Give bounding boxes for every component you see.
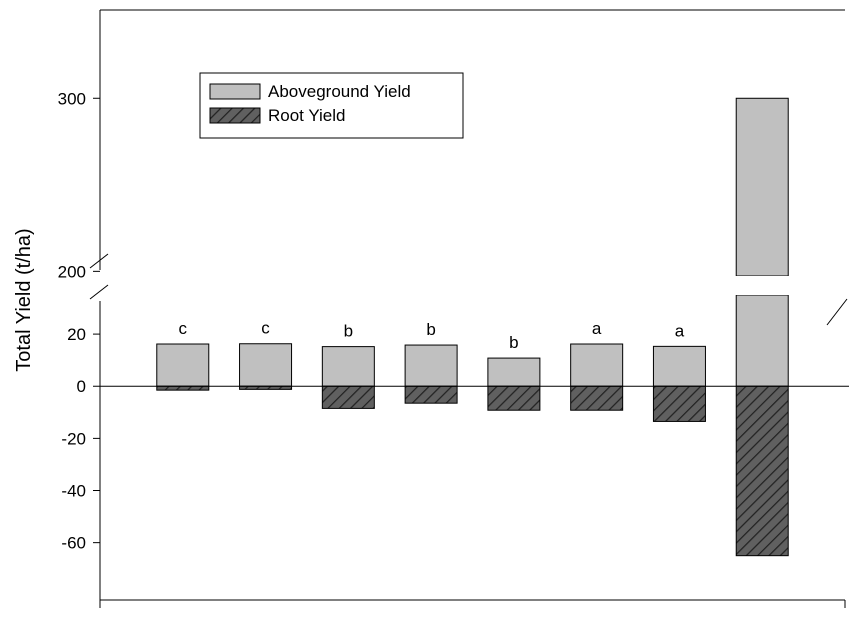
bar	[487, 385, 541, 411]
bar	[239, 343, 293, 387]
bar	[570, 343, 624, 387]
axis-break	[89, 253, 109, 269]
break-gap	[734, 276, 791, 295]
bar	[404, 385, 458, 404]
y-tick-label: 200	[58, 262, 86, 281]
annotation: a	[592, 319, 602, 338]
annotation: c	[179, 319, 188, 338]
annotation: c	[261, 319, 270, 338]
bar	[735, 385, 789, 557]
annotation: b	[426, 320, 435, 339]
bar	[404, 344, 458, 387]
bar	[652, 345, 706, 387]
bar	[652, 385, 706, 422]
y-tick-label: -60	[61, 534, 86, 553]
annotation: a	[675, 321, 685, 340]
bar	[321, 346, 375, 387]
axis-break	[826, 298, 848, 326]
annotation: b	[509, 333, 518, 352]
bar	[321, 385, 375, 409]
annotation: b	[344, 322, 353, 341]
legend-label: Aboveground Yield	[268, 82, 411, 101]
legend-swatch	[209, 83, 261, 100]
axis-break	[89, 284, 109, 300]
y-tick-label: -20	[61, 429, 86, 448]
y-axis-label: Total Yield (t/ha)	[13, 228, 35, 371]
bar	[570, 385, 624, 411]
y-tick-label: -40	[61, 482, 86, 501]
bar	[156, 385, 210, 391]
y-tick-label: 300	[58, 89, 86, 108]
y-tick-label: 0	[77, 377, 86, 396]
bar	[735, 294, 789, 387]
legend-label: Root Yield	[268, 106, 346, 125]
legend-box	[199, 72, 464, 139]
y-tick-label: 20	[67, 325, 86, 344]
bar	[156, 343, 210, 387]
legend-swatch	[209, 107, 261, 124]
bar	[735, 97, 789, 277]
bar	[487, 357, 541, 387]
